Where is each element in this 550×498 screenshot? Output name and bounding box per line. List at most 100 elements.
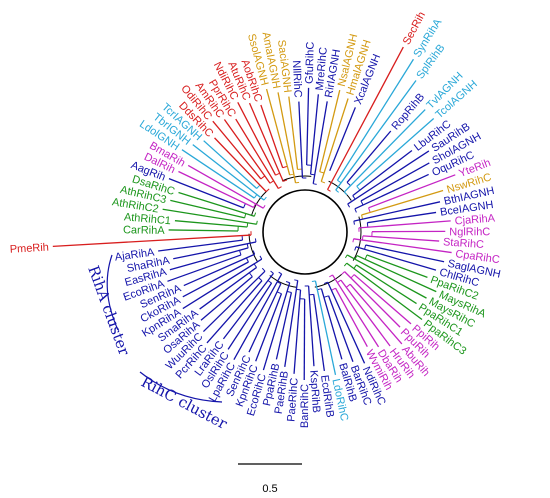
leaf-label: NglRihC [449,226,490,238]
branch-saglagnh [365,244,445,263]
branch-arc [343,262,348,267]
branch-ecdrihb [313,294,325,372]
branch-arc [368,207,371,213]
branch-shariha [173,241,257,260]
branch-arc [327,189,331,192]
branch-kpnrihc [255,293,283,362]
branch-arc [353,264,357,269]
branch-arc [344,254,348,259]
leaf-label: MreRihC [314,47,330,91]
branch-easriha [169,247,249,271]
branch-arc [356,186,361,191]
branch-xcalagnh [329,107,356,172]
branch-ririagnh [312,101,328,184]
branch-arc [331,287,336,291]
tree-root-arc [262,189,348,275]
leaf-label: EcdRihB [318,374,336,418]
branch-splrihb [335,80,417,191]
branch-aburih [349,283,403,345]
leaf-label: CjaRihA [454,212,496,227]
branch-hrurih [340,279,391,347]
tree-inner-arc [248,175,362,289]
branch-arc [319,171,325,174]
branch-arc [270,270,274,274]
branch-arc [244,213,247,218]
branch-ssolagnh [265,88,291,176]
branch-arc [329,274,333,278]
tree-branches [52,46,456,381]
branch-nllrihc [298,101,304,179]
branch-arc [350,274,355,279]
branch-arc [352,238,355,243]
leaf-label: AjaRihA [114,246,156,263]
branch-nsalagnh [319,89,341,172]
branch-arc [282,165,288,169]
branch-ckoriha [182,261,249,298]
branch-lparihc [233,273,283,360]
riha-cluster-bracket [106,254,119,331]
branch-secrih [326,46,404,190]
branch-arc [246,257,249,263]
branch-bmarih [187,164,264,209]
branch-nswrihc [361,189,444,216]
branch-pparihc2 [366,254,428,278]
branch-chlrihc [355,246,437,271]
leaf-label: StaRihC [443,236,485,251]
leaf-label: NllRihC [290,60,304,98]
branch-saciagnh [288,96,299,170]
branch-ndirihc [237,101,277,176]
branch-arc [341,271,345,275]
branch-cjariha [358,220,451,229]
leaf-label: KspRihB [307,370,322,414]
branch-oslrihc [227,282,273,350]
branch-gfurihc [306,87,310,166]
branch-arc [278,271,282,275]
branch-arc [366,222,369,228]
branch-senrihc [248,283,282,353]
branch-smariha [199,266,257,310]
branch-cparihc [353,238,452,254]
leaf-labels: SecRihSynRihASplRihBRopRihBTvlAGNHTcolAG… [9,10,501,428]
branch-arc [364,254,368,260]
branch-arc [253,212,257,217]
branch-ksprihb [307,285,315,367]
branch-pparihc3 [346,262,423,321]
branch-bthiagnh [353,201,441,222]
branch-arc [248,272,253,277]
branch-paerihc [293,289,302,374]
branch-athrihc1 [174,220,248,228]
branch-pmerih [52,234,252,247]
branch-arc [354,246,357,251]
branch-arc [252,250,256,255]
branch-arc [294,279,298,281]
branch-tcriagnh [203,140,258,189]
branch-arc [256,184,261,189]
branch-arc [346,182,351,186]
branch-arc [239,250,242,256]
branch-ldolgnh [181,149,255,199]
branch-arc [259,255,263,260]
branch-arc [335,189,339,193]
branch-arc [254,238,257,243]
branch-carriha [168,229,239,232]
branch-pparihc1 [355,264,417,305]
branch-amaiagnh [277,92,297,184]
leaf-label: PmeRih [9,242,49,256]
branch-arc [285,281,290,284]
branch-osariha [200,276,253,321]
leaf-label: GfuRihC [304,42,317,85]
branch-odirihc [212,120,262,180]
branch-arc [258,277,263,282]
branch-athrihc3 [170,199,245,219]
branch-arc [337,179,342,184]
branch-ndirihc [327,281,366,364]
branch-arc [278,186,282,189]
branch-arc [364,244,367,250]
branch-arc [275,172,280,176]
branch-dsarihc [178,191,255,217]
branch-aturihc [248,102,284,182]
branch-arc [243,203,246,209]
branch-lburihc [352,150,413,197]
branch-arc [347,203,351,208]
